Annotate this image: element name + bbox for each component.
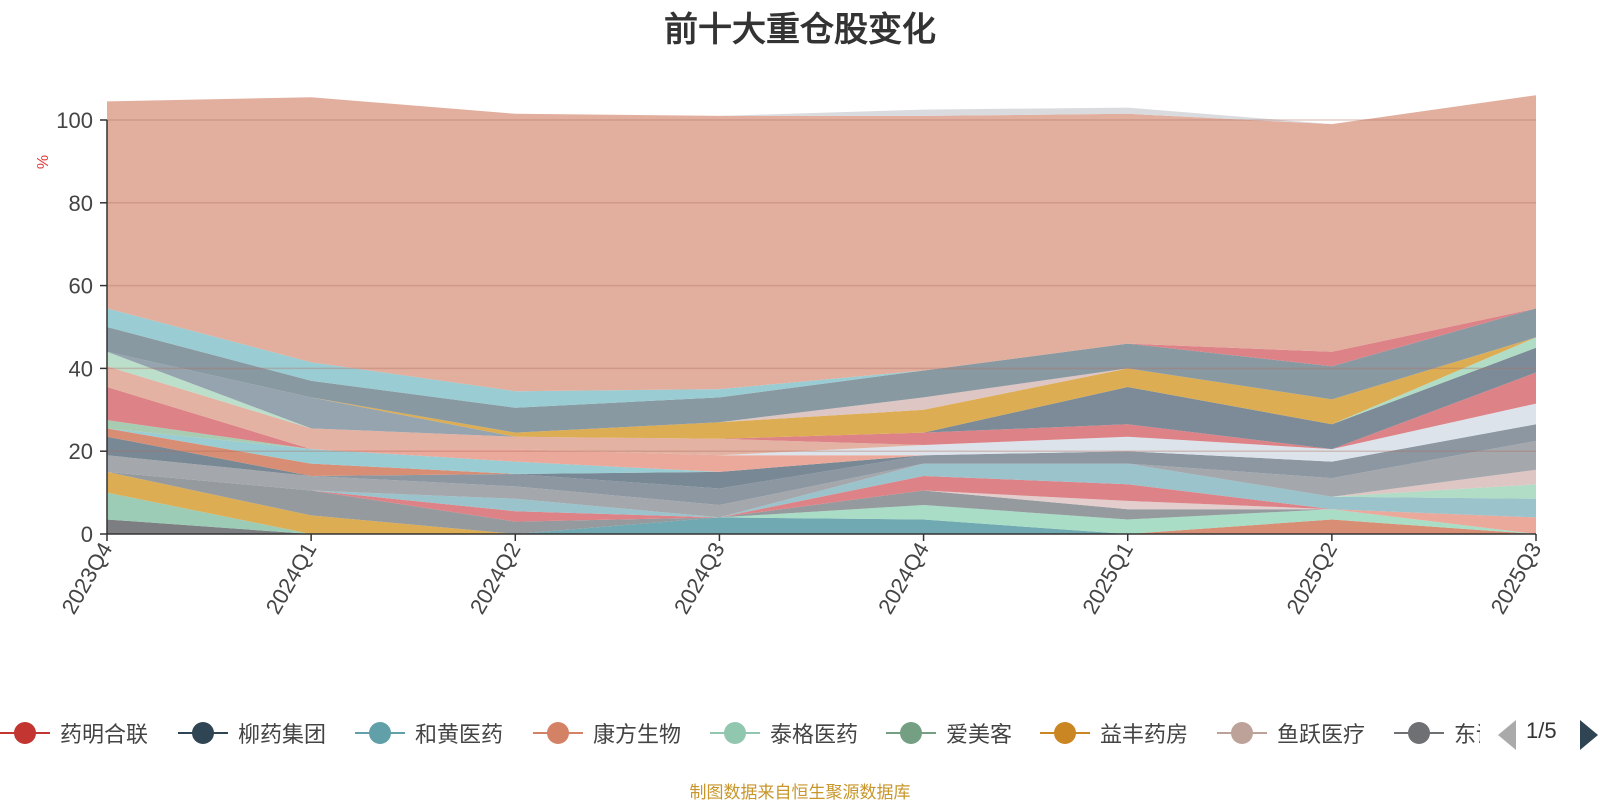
x-tick-label: 2024Q2 <box>465 538 526 618</box>
legend-item[interactable]: 康方生物 <box>533 716 681 750</box>
y-tick-label: 20 <box>69 439 93 464</box>
y-tick-label: 60 <box>69 274 93 299</box>
legend-label: 康方生物 <box>593 722 682 747</box>
legend-item[interactable]: 泰格医药 <box>710 716 858 750</box>
legend-label: 益丰药房 <box>1100 722 1189 747</box>
area-series-14 <box>107 424 1536 505</box>
legend: 药明合联 柳药集团 和黄医药 康方生物 泰格医药 爱美客 益丰药房 鱼跃医疗 东诚药业 1/5 <box>0 716 1600 750</box>
legend-label: 药明合联 <box>60 722 149 747</box>
y-tick-label: 80 <box>69 191 93 216</box>
legend-marker-icon <box>1394 716 1444 750</box>
area-series-4 <box>107 471 1536 534</box>
y-tick-label: 100 <box>56 108 93 133</box>
area-series-18 <box>107 424 1536 472</box>
legend-marker-icon <box>886 716 936 750</box>
y-axis-label: % <box>35 155 52 169</box>
legend-item[interactable]: 益丰药房 <box>1040 716 1188 750</box>
legend-marker-icon <box>178 716 228 750</box>
legend-item[interactable]: 鱼跃医疗 <box>1217 716 1365 750</box>
area-series-30 <box>107 308 1536 433</box>
area-series-8 <box>107 471 1536 522</box>
legend-marker-icon <box>355 716 405 750</box>
area-series-7 <box>107 471 1536 534</box>
stacked-areas <box>107 95 1536 534</box>
x-tick-label: 2023Q4 <box>57 538 118 618</box>
y-tick-label: 40 <box>69 356 93 381</box>
x-tick-label: 2024Q3 <box>669 538 730 618</box>
legend-label: 柳药集团 <box>238 722 327 747</box>
area-series-0 <box>107 519 1536 534</box>
chart-title: 前十大重仓股变化 <box>664 11 936 49</box>
x-tick-label: 2024Q4 <box>873 538 934 618</box>
area-series-5 <box>107 471 1536 534</box>
x-tick-label: 2024Q1 <box>261 538 322 618</box>
area-series-19 <box>107 403 1536 462</box>
grid-lines <box>107 119 1536 452</box>
area-series-29 <box>107 337 1536 433</box>
area-series-10 <box>107 463 1536 518</box>
legend-item[interactable]: 爱美客 <box>886 716 1012 750</box>
x-tick-label: 2025Q2 <box>1281 538 1342 618</box>
legend-label: 爱美客 <box>946 722 1013 747</box>
area-series-3 <box>107 471 1536 534</box>
legend-page-indicator: 1/5 <box>1526 718 1557 743</box>
area-series-26 <box>107 347 1536 450</box>
area-series-9 <box>107 471 1536 522</box>
y-tick-label: 0 <box>81 522 93 547</box>
axes <box>106 120 1536 535</box>
legend-item[interactable]: 药明合联 <box>0 716 148 750</box>
area-series-28 <box>107 337 1536 439</box>
legend-marker-icon <box>533 716 583 750</box>
legend-item[interactable]: 柳药集团 <box>178 716 326 750</box>
legend-marker-icon <box>1040 716 1090 750</box>
legend-label: 泰格医药 <box>770 722 859 747</box>
y-axis-ticks: 0 20 40 60 80 100 <box>56 108 107 547</box>
area-series-33 <box>107 95 1536 392</box>
x-axis-ticks: 2023Q4 2024Q1 2024Q2 2024Q3 2024Q4 2025Q1 2025… <box>57 534 1547 618</box>
legend-label: 东诚药业 <box>1454 722 1480 747</box>
legend-next-page-button[interactable] <box>1580 720 1598 750</box>
legend-item[interactable]: 东诚药业 <box>1394 716 1480 750</box>
legend-marker-icon <box>710 716 760 750</box>
legend-label: 鱼跃医疗 <box>1277 722 1366 747</box>
area-series-13 <box>107 440 1536 518</box>
legend-items: 药明合联 柳药集团 和黄医药 康方生物 泰格医药 爱美客 益丰药房 鱼跃医疗 东诚药业 <box>0 716 1480 750</box>
x-tick-label: 2025Q1 <box>1077 538 1138 618</box>
legend-label: 和黄医药 <box>415 722 504 747</box>
source-note: 制图数据来自恒生聚源数据库 <box>689 783 911 802</box>
area-series-17 <box>107 424 1536 474</box>
legend-item[interactable]: 和黄医药 <box>355 716 503 750</box>
legend-prev-page-button[interactable] <box>1498 720 1516 750</box>
x-tick-label: 2025Q3 <box>1486 538 1547 618</box>
legend-marker-icon <box>1217 716 1267 750</box>
legend-marker-icon <box>0 716 50 750</box>
